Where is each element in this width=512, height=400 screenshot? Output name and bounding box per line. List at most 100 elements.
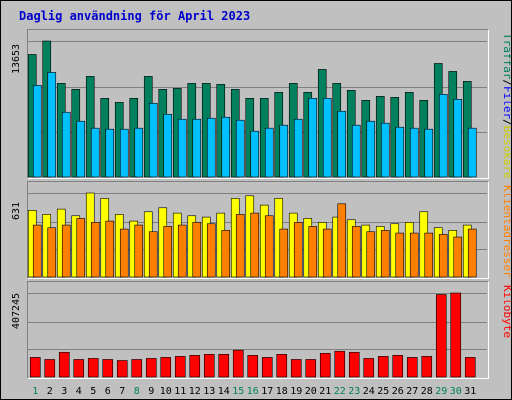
y-max-label-1: 631 (11, 202, 22, 220)
bar-kilobyte-day-24 (363, 358, 375, 378)
legend-item-0-3: / (501, 119, 511, 126)
x-label-day-1: 1 (32, 386, 38, 397)
x-label-day-15: 15 (232, 386, 244, 397)
bar-filer-day-31 (467, 127, 477, 178)
x-label-day-26: 26 (392, 386, 404, 397)
bar-kilobyte-day-25 (377, 356, 389, 378)
bar-filer-day-13 (206, 117, 216, 178)
bar-klientadresser-day-27 (409, 232, 419, 278)
bar-filer-day-27 (409, 127, 419, 178)
x-label-day-10: 10 (160, 386, 172, 397)
x-label-day-20: 20 (305, 386, 317, 397)
bar-kilobyte-day-3 (58, 351, 70, 378)
panel-visitors-clients (27, 181, 489, 279)
bar-filer-day-18 (279, 124, 289, 178)
x-label-day-30: 30 (450, 386, 462, 397)
x-label-day-18: 18 (276, 386, 288, 397)
bar-filer-day-11 (177, 118, 187, 178)
x-label-day-14: 14 (218, 386, 230, 397)
bar-klientadresser-day-12 (192, 222, 202, 278)
bar-kilobyte-day-2 (44, 359, 56, 378)
x-label-day-28: 28 (421, 386, 433, 397)
bar-filer-day-14 (221, 116, 231, 178)
x-label-day-4: 4 (76, 386, 82, 397)
x-label-day-27: 27 (406, 386, 418, 397)
bar-kilobyte-day-9 (145, 358, 157, 378)
bar-klientadresser-day-7 (119, 228, 129, 278)
bar-klientadresser-day-5 (90, 222, 100, 278)
bar-klientadresser-day-8 (134, 224, 144, 278)
bar-kilobyte-day-26 (392, 355, 404, 378)
bar-kilobyte-day-29 (435, 294, 447, 378)
bar-klientadresser-day-30 (453, 236, 463, 278)
x-label-day-21: 21 (319, 386, 331, 397)
panel-kilobytes (27, 281, 489, 379)
x-label-day-22: 22 (334, 386, 346, 397)
bar-klientadresser-day-10 (163, 226, 173, 278)
legend-1: Klientadresser (501, 185, 511, 278)
bar-filer-day-19 (293, 118, 303, 178)
bar-kilobyte-day-22 (334, 350, 346, 378)
bar-kilobyte-day-11 (174, 356, 186, 378)
bar-filer-day-5 (90, 127, 100, 178)
x-label-day-25: 25 (377, 386, 389, 397)
bar-klientadresser-day-28 (424, 232, 434, 278)
legend-item-1-0: Klientadresser (501, 185, 511, 278)
bar-filer-day-26 (395, 126, 405, 178)
bar-klientadresser-day-21 (322, 228, 332, 278)
bar-kilobyte-day-23 (348, 351, 360, 378)
bar-filer-day-1 (32, 85, 42, 178)
bar-kilobyte-day-28 (421, 356, 433, 378)
bar-kilobyte-day-16 (247, 355, 259, 378)
x-label-day-31: 31 (464, 386, 476, 397)
bar-klientadresser-day-22 (337, 203, 347, 278)
bar-filer-day-15 (235, 119, 245, 178)
x-label-day-12: 12 (189, 386, 201, 397)
bar-klientadresser-day-6 (105, 220, 115, 278)
x-label-day-13: 13 (203, 386, 215, 397)
bar-klientadresser-day-15 (235, 214, 245, 278)
bar-filer-day-23 (351, 124, 361, 178)
bar-filer-day-30 (453, 99, 463, 178)
x-label-day-16: 16 (247, 386, 259, 397)
bar-kilobyte-day-19 (290, 359, 302, 378)
bar-filer-day-17 (264, 127, 274, 178)
bar-filer-day-22 (337, 110, 347, 178)
x-label-day-11: 11 (174, 386, 186, 397)
bar-klientadresser-day-11 (177, 224, 187, 278)
bar-filer-day-16 (250, 130, 260, 178)
bar-kilobyte-day-14 (218, 354, 230, 378)
x-label-day-6: 6 (105, 386, 111, 397)
x-label-day-2: 2 (47, 386, 53, 397)
bar-kilobyte-day-8 (131, 359, 143, 378)
y-max-label-2: 407245 (11, 293, 22, 329)
legend-2: Kilobyte (501, 285, 511, 338)
x-label-day-5: 5 (90, 386, 96, 397)
legend-0: Träffar/Filer/Besökare (501, 33, 511, 179)
bar-klientadresser-day-24 (366, 231, 376, 278)
bar-klientadresser-day-31 (467, 228, 477, 278)
bar-kilobyte-day-5 (87, 358, 99, 378)
bar-klientadresser-day-19 (293, 222, 303, 278)
bar-kilobyte-day-18 (276, 354, 288, 378)
bar-kilobyte-day-1 (29, 357, 41, 378)
bar-filer-day-8 (134, 127, 144, 178)
bar-kilobyte-day-30 (450, 292, 462, 378)
bar-klientadresser-day-4 (76, 218, 86, 278)
bar-filer-day-9 (148, 102, 158, 178)
bar-klientadresser-day-13 (206, 223, 216, 278)
bar-filer-day-25 (380, 122, 390, 178)
bar-filer-day-28 (424, 128, 434, 178)
bar-klientadresser-day-17 (264, 215, 274, 278)
bar-kilobyte-day-4 (73, 359, 85, 378)
bar-filer-day-29 (438, 94, 448, 178)
y-max-label-0: 13653 (11, 44, 22, 74)
x-label-day-7: 7 (119, 386, 125, 397)
x-label-day-23: 23 (348, 386, 360, 397)
legend-item-0-1: / (501, 79, 511, 86)
bar-kilobyte-day-13 (203, 354, 215, 378)
bar-klientadresser-day-1 (32, 224, 42, 278)
bar-klientadresser-day-9 (148, 231, 158, 278)
